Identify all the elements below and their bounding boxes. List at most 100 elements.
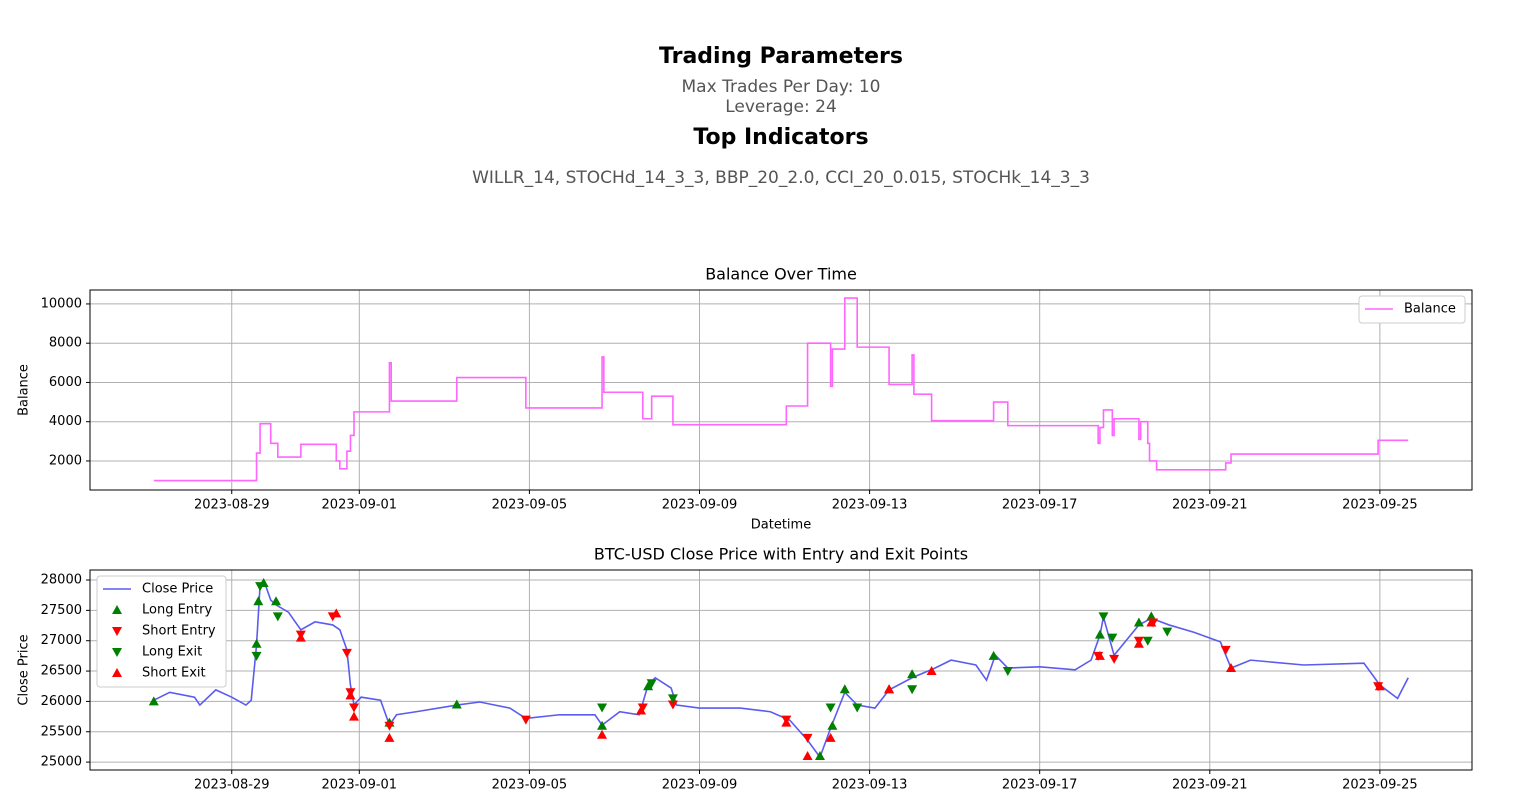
marker (251, 651, 262, 661)
marker (1146, 617, 1157, 627)
marker (251, 638, 262, 648)
marker (643, 681, 654, 691)
marker (907, 669, 918, 679)
x-tick-label: 2023-09-09 (662, 498, 738, 513)
marker (839, 684, 850, 694)
y-tick-label: 27000 (41, 633, 82, 648)
legend-marker (112, 648, 122, 657)
y-tick-label: 26500 (41, 664, 82, 679)
marker (597, 703, 608, 713)
y-tick-label: 25000 (41, 755, 82, 770)
y-tick-label: 25500 (41, 724, 82, 739)
y-tick-label: 4000 (49, 414, 82, 429)
marker (1162, 627, 1173, 637)
marker (520, 715, 531, 725)
marker (1374, 681, 1385, 691)
marker (331, 608, 342, 618)
y-tick-label: 8000 (49, 336, 82, 351)
marker (597, 720, 608, 730)
marker (814, 751, 825, 761)
y-axis-label: Close Price (17, 634, 32, 705)
line (153, 297, 1409, 482)
legend-marker (112, 605, 122, 614)
x-tick-label: 2023-09-09 (662, 778, 738, 793)
marker (348, 703, 359, 713)
marker (827, 720, 838, 730)
marker (1133, 638, 1144, 648)
legend-label: Long Entry (142, 603, 212, 618)
marker (597, 729, 608, 739)
x-axis-label: Datetime (751, 518, 811, 533)
marker (1220, 645, 1231, 655)
x-tick-label: 2023-08-29 (194, 498, 270, 513)
marker (884, 684, 895, 694)
marker (802, 733, 813, 743)
legend-label: Long Exit (142, 645, 202, 660)
marker (1146, 611, 1157, 621)
legend-marker (112, 627, 122, 636)
marker (825, 703, 836, 713)
x-tick-label: 2023-08-29 (194, 778, 270, 793)
marker (1094, 650, 1105, 660)
marker (1094, 629, 1105, 639)
x-tick-label: 2023-09-17 (1002, 778, 1078, 793)
marker (926, 666, 937, 676)
marker (341, 648, 352, 658)
marker (852, 703, 863, 713)
marker (1002, 667, 1013, 677)
marker (255, 582, 266, 592)
plot-frame (89, 569, 1473, 771)
marker (646, 679, 657, 689)
marker (345, 690, 356, 700)
marker (1098, 612, 1109, 622)
marker (1107, 633, 1118, 643)
marker (667, 694, 678, 704)
plot-frame (89, 289, 1473, 491)
header-title: Trading Parameters (659, 44, 903, 69)
y-tick-label: 27500 (41, 603, 82, 618)
marker (1133, 617, 1144, 627)
legend-box (96, 575, 227, 688)
marker (636, 705, 647, 715)
x-tick-label: 2023-09-13 (832, 498, 908, 513)
param: Max Trades Per Day: 10 (681, 77, 881, 97)
param: Leverage: 24 (725, 97, 837, 117)
marker (148, 696, 159, 706)
x-tick-label: 2023-09-05 (492, 498, 568, 513)
y-tick-label: 6000 (49, 375, 82, 390)
marker (271, 596, 282, 606)
marker (451, 699, 462, 709)
legend-marker (112, 668, 122, 677)
legend-label: Short Entry (142, 624, 216, 639)
y-axis-label: Balance (17, 364, 32, 416)
marker (272, 612, 283, 622)
marker (253, 596, 264, 606)
x-tick-label: 2023-09-25 (1342, 498, 1418, 513)
marker (781, 717, 792, 727)
y-tick-label: 28000 (41, 573, 82, 588)
marker (384, 721, 395, 731)
marker (988, 650, 999, 660)
legend-label: Balance (1404, 302, 1456, 317)
marker (1109, 654, 1120, 664)
x-tick-label: 2023-09-05 (492, 778, 568, 793)
legend-box (1358, 295, 1466, 324)
chart-title: Balance Over Time (705, 265, 857, 284)
marker (667, 700, 678, 710)
marker (348, 711, 359, 721)
x-tick-label: 2023-09-13 (832, 778, 908, 793)
indicators-title: Top Indicators (693, 125, 869, 150)
x-tick-label: 2023-09-25 (1342, 778, 1418, 793)
marker (637, 703, 648, 713)
y-tick-label: 10000 (41, 296, 82, 311)
legend-label: Short Exit (142, 666, 206, 681)
marker (1226, 663, 1237, 673)
y-tick-label: 2000 (49, 453, 82, 468)
marker (907, 685, 918, 695)
chart-title: BTC-USD Close Price with Entry and Exit … (594, 545, 968, 564)
x-tick-label: 2023-09-21 (1172, 498, 1248, 513)
line (153, 578, 1409, 759)
x-tick-label: 2023-09-21 (1172, 778, 1248, 793)
